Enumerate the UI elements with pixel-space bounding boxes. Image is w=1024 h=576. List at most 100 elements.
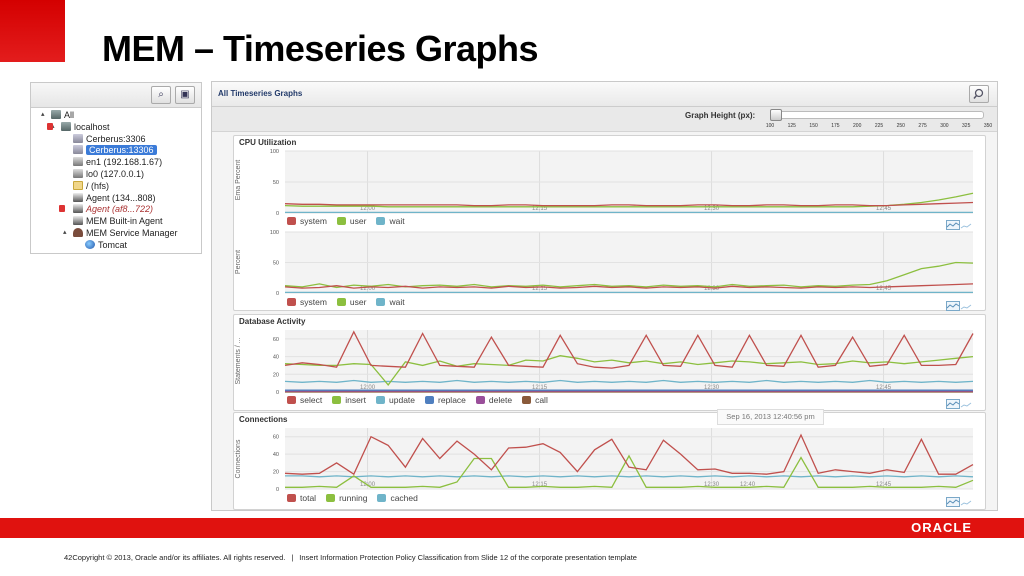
y-tick-label: 100 [270, 149, 279, 155]
x-tick-label: 12:15 [532, 385, 548, 391]
graph-height-tick: 275 [918, 123, 927, 129]
legend-label: update [389, 395, 416, 405]
legend-item[interactable]: delete [475, 395, 513, 405]
tree-node[interactable]: en1 (192.168.1.67) [73, 156, 162, 168]
legend-label: running [339, 493, 368, 503]
series-line-total [284, 433, 974, 476]
oracle-logo: ORACLE [911, 520, 972, 535]
slider-thumb[interactable] [770, 109, 782, 121]
footer-red-band [0, 518, 1024, 538]
legend-swatch [425, 396, 435, 404]
chart-overview-icon[interactable] [946, 396, 972, 414]
x-tick-label: 12:40 [740, 482, 756, 488]
legend-item[interactable]: select [287, 395, 322, 405]
tree-node-label: All [64, 110, 75, 120]
series-line-update [284, 379, 974, 383]
y-tick-label: 0 [276, 211, 279, 217]
search-icon[interactable] [969, 85, 989, 103]
legend-swatch [376, 396, 386, 404]
tree-node[interactable]: Cerberus:13306 [73, 144, 157, 156]
graph-height-bar: Graph Height (px): 100 125 150 175 200 225 250… [212, 107, 997, 132]
red-corner-block [0, 0, 65, 62]
x-tick-label: 12:45 [876, 385, 892, 391]
tree-node[interactable]: Agent (af8...722) [59, 203, 153, 215]
series-line-user [284, 192, 974, 208]
legend-item[interactable]: wait [376, 216, 405, 226]
y-axis-label: Percent [235, 250, 242, 274]
chart-overview-icon[interactable] [946, 298, 972, 316]
legend-label: insert [345, 395, 367, 405]
legend-item[interactable]: user [336, 297, 367, 307]
tree-toolbar: ⌕ ▣ [31, 83, 201, 108]
legend-item[interactable]: running [326, 493, 367, 503]
chart-legend: system user wait [287, 297, 415, 307]
tree-node[interactable]: Agent (134...808) [73, 192, 156, 204]
legend-item[interactable]: cached [377, 493, 418, 503]
tree-node[interactable]: Cerberus:3306 [73, 133, 146, 145]
legend-swatch [287, 298, 296, 306]
legend-swatch [287, 396, 296, 404]
legend-swatch [332, 396, 342, 404]
legend-item[interactable]: insert [332, 395, 366, 405]
x-tick-label: 12:30 [704, 286, 720, 292]
legend-item[interactable]: user [336, 216, 366, 226]
legend-item[interactable]: call [522, 395, 548, 405]
server-tree-panel: ⌕ ▣ ▴ All▴localhostCerberus:3306Cerberus:… [30, 82, 202, 254]
y-tick-label: 0 [276, 291, 279, 297]
globe-icon [85, 239, 95, 249]
legend-label: delete [488, 395, 513, 405]
tree-node-label: lo0 (127.0.0.1) [86, 169, 145, 179]
tree-node[interactable]: Tomcat [85, 239, 127, 251]
agent-icon [73, 192, 83, 202]
chart-legend: total running cached [287, 493, 428, 503]
series-line-system [284, 201, 974, 207]
legend-item[interactable]: system [287, 297, 327, 307]
x-tick-label: 12:45 [876, 286, 892, 292]
cloud-icon [73, 228, 83, 237]
chart-tooltip: Sep 16, 2013 12:40:56 pm [717, 409, 824, 425]
tree-node[interactable]: lo0 (127.0.0.1) [73, 168, 144, 180]
legend-item[interactable]: wait [376, 297, 405, 307]
legend-item[interactable]: system [287, 216, 327, 226]
search-icon[interactable]: ⌕ [151, 86, 171, 104]
legend-swatch [376, 298, 386, 306]
x-tick-label: 12:30 [704, 206, 720, 212]
y-tick-label: 40 [273, 452, 279, 458]
footer-separator: | [291, 553, 294, 562]
tree-node-label: Cerberus:13306 [86, 145, 157, 156]
tree-node[interactable]: MEM Built-in Agent [73, 215, 163, 227]
series-line-select [284, 330, 974, 369]
legend-item[interactable]: replace [425, 395, 466, 405]
legend-label: user [349, 297, 367, 307]
tree-node[interactable]: ▴localhost [47, 121, 110, 133]
expand-toggle-icon[interactable]: ▴ [41, 111, 45, 118]
graph-height-tick: 125 [787, 123, 796, 129]
legend-swatch [475, 396, 485, 404]
y-tick-label: 0 [276, 390, 279, 396]
legend-swatch [287, 494, 296, 502]
slide-title: MEM – Timeseries Graphs [102, 28, 539, 69]
legend-label: wait [389, 216, 405, 226]
graph-height-tick: 100 [765, 123, 775, 129]
y-tick-label: 0 [276, 487, 279, 493]
x-tick-label: 12:45 [876, 482, 892, 488]
agent-icon [73, 204, 83, 214]
graph-height-tick: 300 [940, 123, 949, 129]
legend-item[interactable]: total [287, 493, 316, 503]
expand-toggle-icon[interactable]: ▴ [63, 229, 67, 236]
chart-overview-icon[interactable] [946, 217, 972, 235]
legend-item[interactable]: update [376, 395, 415, 405]
chart-overview-icon[interactable] [946, 494, 972, 512]
graph-height-label: Graph Height (px): [685, 111, 756, 120]
view-icon[interactable]: ▣ [175, 86, 195, 104]
legend-label: cached [390, 493, 418, 503]
tree-node[interactable]: / (hfs) [73, 180, 109, 192]
tree-node-label: Tomcat [98, 239, 128, 250]
tree-node[interactable]: ▴ MEM Service Manager [63, 227, 178, 239]
tree-node[interactable]: ▴ All [41, 109, 75, 121]
y-tick-label: 20 [273, 470, 279, 476]
graph-height-slider[interactable] [770, 109, 984, 121]
y-tick-label: 40 [273, 355, 279, 361]
